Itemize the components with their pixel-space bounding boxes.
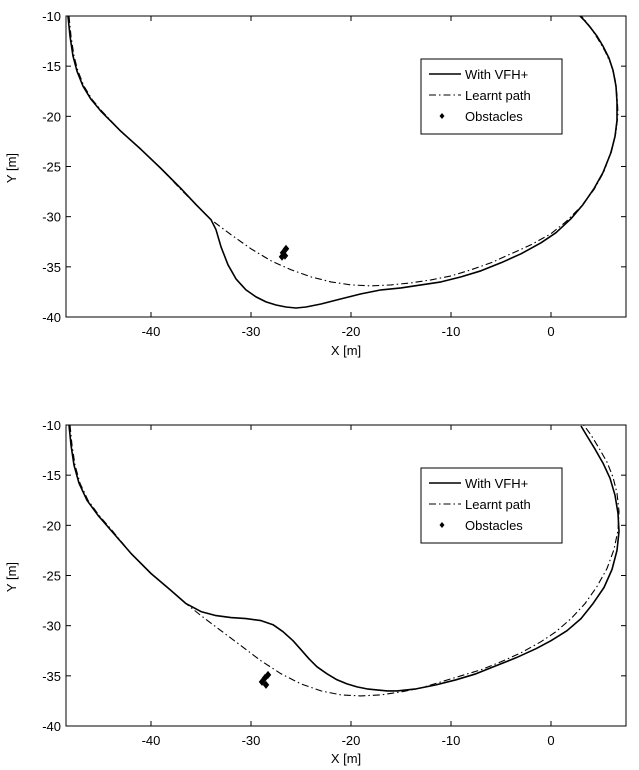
chart-panel-1: -40 -30 -20 -10 0 -10 -15 -20 -25 -30 -35 -40 X [m] Y… [4, 9, 626, 358]
plot-area [69, 424, 619, 696]
legend-label: Obstacles [465, 109, 523, 124]
y-tick-label: -20 [42, 109, 61, 124]
y-tick-label: -15 [42, 468, 61, 483]
x-tick-label: -40 [142, 733, 161, 748]
series-line-vfh [69, 425, 619, 691]
legend-label: Obstacles [465, 518, 523, 533]
y-tick-label: -10 [42, 418, 61, 433]
x-tick-label: -20 [342, 324, 361, 339]
chart-panel-2: -40 -30 -20 -10 0 -10 -15 -20 -25 -30 -35 -40 X [m] Y… [4, 418, 626, 766]
y-tick-label: -35 [42, 260, 61, 275]
x-axis-label: X [m] [331, 343, 361, 358]
x-tick-label: -20 [342, 733, 361, 748]
x-tick-label: 0 [547, 324, 554, 339]
x-tick-label: 0 [547, 733, 554, 748]
x-axis-label: X [m] [331, 751, 361, 766]
legend: With VFH+ Learnt path Obstacles [421, 59, 562, 134]
y-tick-label: -25 [42, 160, 61, 175]
x-tick-label: -30 [242, 324, 261, 339]
x-tick-label: -10 [442, 324, 461, 339]
legend-label: Learnt path [465, 497, 531, 512]
y-axis-label: Y [m] [4, 153, 19, 183]
legend-label: With VFH+ [465, 67, 528, 82]
x-tick-label: -10 [442, 733, 461, 748]
y-tick-label: -35 [42, 669, 61, 684]
y-tick-label: -30 [42, 619, 61, 634]
legend-label: Learnt path [465, 88, 531, 103]
plot-area [68, 14, 618, 308]
y-tick-label: -30 [42, 210, 61, 225]
y-tick-label: -20 [42, 518, 61, 533]
y-tick-label: -25 [42, 569, 61, 584]
y-tick-label: -40 [42, 310, 61, 325]
series-line-learnt-path [70, 424, 619, 696]
legend-label: With VFH+ [465, 476, 528, 491]
y-axis-label: Y [m] [4, 562, 19, 592]
y-tick-label: -15 [42, 59, 61, 74]
y-tick-label: -10 [42, 9, 61, 24]
x-tick-label: -40 [142, 324, 161, 339]
x-tick-label: -30 [242, 733, 261, 748]
y-tick-label: -40 [42, 719, 61, 734]
legend: With VFH+ Learnt path Obstacles [421, 468, 562, 543]
